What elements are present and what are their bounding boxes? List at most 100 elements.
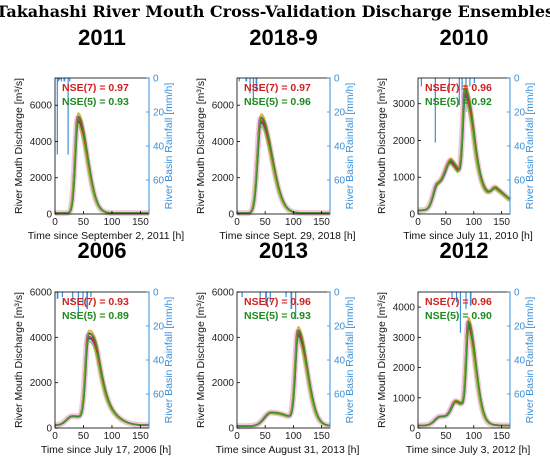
figure-title: Takahashi River Mouth Cross-Validation D… [0, 2, 550, 21]
y-tick-label: 6000 [30, 101, 53, 112]
rain-tick-label: 40 [514, 356, 526, 367]
rainfall-bar [459, 292, 462, 333]
x-axis-label: Time since July 11, 2010 [h] [403, 230, 533, 242]
x-tick-label: 0 [52, 431, 58, 442]
rainfall-bar [86, 292, 89, 309]
x-axis-label: Time since August 31, 2013 [h] [216, 444, 360, 456]
y-tick-label: 6000 [212, 288, 235, 299]
x-tick-label: 0 [52, 217, 58, 228]
ensemble-line [54, 112, 150, 214]
ensemble-line [54, 115, 150, 214]
rain-tick-label: 40 [153, 142, 165, 153]
x-axis-label: Time since Sept. 29, 2018 [h] [219, 230, 355, 242]
y-tick-label: 2000 [30, 378, 53, 389]
y-axis-label: River Mouth Discharge [m³/s] [376, 292, 388, 428]
observed-discharge-line [234, 115, 333, 217]
rainfall-bar [265, 292, 267, 306]
rainfall-bar [238, 78, 240, 82]
ensemble-line [54, 119, 150, 214]
chart-panel-2011: 2011 0 2000 4000 6000 0 50 100 150 0 20 40 60 Time si… [13, 25, 184, 242]
y-tick-label: 0 [228, 424, 234, 435]
rainfall-bar [56, 292, 59, 299]
x-tick-label: 150 [493, 217, 510, 228]
y-axis-label: River Mouth Discharge [m³/s] [195, 78, 207, 214]
rain-tick-label: 20 [153, 108, 165, 119]
x-axis-label: Time since July 3, 2012 [h] [406, 444, 531, 456]
rainfall-bar [249, 78, 251, 94]
rain-axis-label: River Basin Rainfall [mm/h] [344, 83, 356, 210]
y-tick-label: 4000 [30, 333, 53, 344]
x-tick-label: 0 [234, 431, 240, 442]
rain-tick-label: 20 [334, 108, 346, 119]
x-tick-label: 100 [465, 431, 482, 442]
nse7-label: NSE(7) = 0.97 [62, 82, 129, 94]
x-tick-label: 100 [285, 431, 302, 442]
rain-axis-label: River Basin Rainfall [mm/h] [163, 297, 175, 424]
x-tick-label: 0 [234, 217, 240, 228]
rain-tick-label: 60 [153, 176, 165, 187]
rainfall-bar [56, 78, 58, 155]
y-tick-label: 4000 [212, 137, 235, 148]
rain-tick-label: 0 [153, 74, 159, 85]
rainfall-bar [82, 292, 84, 306]
x-tick-label: 150 [313, 431, 330, 442]
x-tick-label: 150 [132, 217, 149, 228]
rainfall-bar [77, 292, 79, 313]
y-tick-label: 4000 [212, 333, 235, 344]
y-tick-label: 2000 [212, 173, 235, 184]
rainfall-bar [57, 78, 60, 82]
rain-axis-label: River Basin Rainfall [mm/h] [524, 297, 536, 424]
nse5-label: NSE(5) = 0.93 [244, 310, 311, 322]
x-tick-label: 0 [415, 431, 421, 442]
y-tick-label: 2000 [393, 136, 416, 147]
y-tick-label: 3000 [393, 333, 416, 344]
rainfall-bar [259, 292, 261, 299]
y-tick-label: 6000 [30, 288, 53, 299]
rainfall-bar [269, 292, 271, 303]
rainfall-bar [469, 292, 472, 306]
rainfall-bar [60, 78, 62, 82]
ensemble-line [236, 117, 331, 214]
y-tick-label: 0 [46, 210, 52, 221]
rain-axis-label: River Basin Rainfall [mm/h] [163, 83, 175, 210]
x-tick-label: 100 [285, 217, 302, 228]
rain-tick-label: 60 [334, 390, 346, 401]
chart-panel-2010: 2010 0 1000 2000 3000 0 50 100 150 0 20 40 60 Time si… [376, 25, 536, 242]
y-tick-label: 1000 [393, 173, 416, 184]
panel-title: 2012 [440, 238, 489, 263]
nse5-label: NSE(5) = 0.93 [62, 96, 129, 108]
x-axis-label: Time since September 2, 2011 [h] [28, 230, 184, 242]
rainfall-bar [255, 78, 258, 92]
y-tick-label: 4000 [393, 303, 416, 314]
y-tick-label: 3000 [393, 99, 416, 110]
y-axis-label: River Mouth Discharge [m³/s] [376, 78, 388, 214]
rainfall-bar [245, 78, 248, 82]
y-tick-label: 6000 [212, 101, 235, 112]
rainfall-bar [58, 78, 61, 80]
rainfall-bar [473, 78, 475, 84]
chart-panel-2018-9: 2018-9 0 2000 4000 6000 0 50 100 150 0 20 40 60 Time … [195, 25, 356, 242]
y-tick-label: 0 [228, 210, 234, 221]
nse5-label: NSE(5) = 0.89 [62, 310, 129, 322]
y-tick-label: 2000 [212, 378, 235, 389]
ensemble-line [54, 123, 150, 214]
rainfall-bar [461, 78, 463, 99]
panel-title: 2018-9 [249, 25, 318, 50]
x-tick-label: 50 [260, 431, 272, 442]
x-axis-label: Time since July 17, 2006 [h] [41, 444, 171, 456]
chart-panel-2006: 2006 0 2000 4000 6000 0 50 100 150 0 20 40 60 Time si… [13, 238, 175, 456]
y-tick-label: 4000 [30, 137, 53, 148]
x-tick-label: 100 [104, 217, 121, 228]
rain-tick-label: 60 [334, 176, 346, 187]
panel-title: 2006 [78, 238, 127, 263]
rainfall-bar [455, 292, 458, 303]
y-tick-label: 1000 [393, 393, 416, 404]
rain-tick-label: 60 [153, 390, 165, 401]
rain-tick-label: 40 [153, 356, 165, 367]
x-tick-label: 100 [104, 431, 121, 442]
rainfall-bar [448, 78, 450, 92]
rain-tick-label: 20 [514, 108, 526, 119]
rain-tick-label: 20 [153, 322, 165, 333]
rainfall-bar [290, 292, 293, 309]
